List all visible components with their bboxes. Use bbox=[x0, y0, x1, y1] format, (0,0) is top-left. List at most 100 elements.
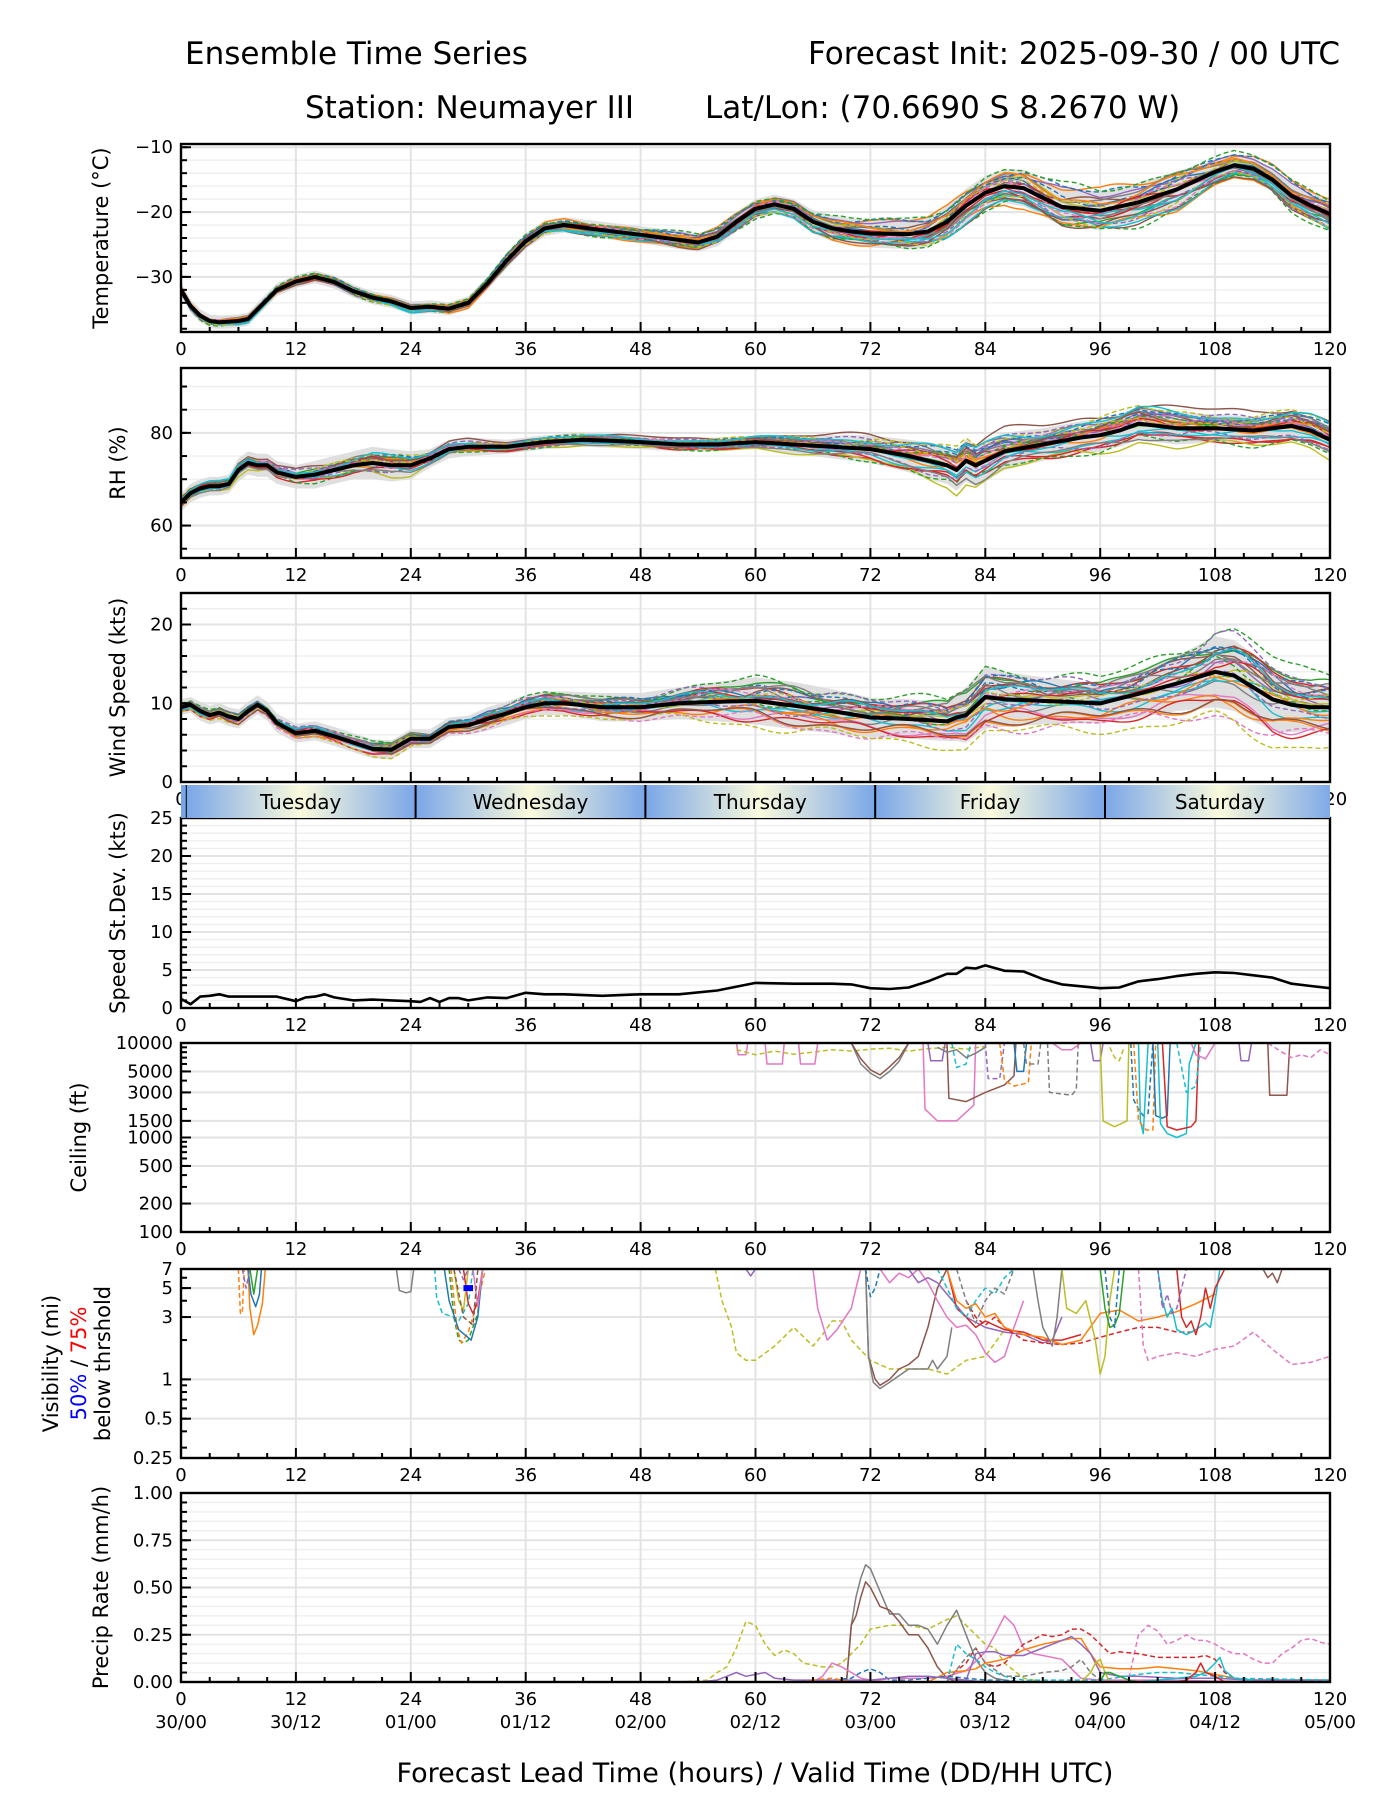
ensemble-member-line bbox=[864, 1269, 953, 1390]
ensemble-member-line bbox=[181, 707, 1330, 760]
ensemble-member-line bbox=[237, 1269, 245, 1315]
x-axis-label: Forecast Lead Time (hours) / Valid Time … bbox=[397, 1758, 1114, 1789]
x-tick-label: 12 bbox=[284, 1689, 307, 1710]
panel-wind-speed: 0122436486072849610812001020Wind Speed (… bbox=[106, 591, 1347, 810]
grid bbox=[180, 144, 1331, 332]
x-tick-label: 60 bbox=[744, 1689, 767, 1710]
ensemble-member-line bbox=[1099, 1269, 1125, 1329]
ensemble-member-line bbox=[1099, 1043, 1130, 1128]
y-axis-label: Temperature (°C) bbox=[89, 147, 113, 329]
day-label: Tuesday bbox=[259, 790, 342, 814]
x-tick-label: 96 bbox=[1089, 565, 1112, 586]
x-tick-label: 84 bbox=[974, 1239, 997, 1260]
ensemble-member-line bbox=[946, 1635, 1330, 1682]
x-tick-label: 108 bbox=[1198, 339, 1232, 360]
y-tick-label: 200 bbox=[139, 1194, 173, 1215]
ensemble-member-line bbox=[955, 1269, 1015, 1324]
x-tick-label: 120 bbox=[1313, 339, 1347, 360]
x-tick-label: 12 bbox=[284, 565, 307, 586]
ensemble-member-line bbox=[181, 149, 1330, 322]
ensemble-member-line bbox=[450, 1269, 487, 1344]
y-axis-label-sub: below thrshold bbox=[91, 1286, 115, 1441]
x-tick-label: 12 bbox=[284, 1465, 307, 1486]
valid-time-label: 05/00 bbox=[1304, 1712, 1356, 1733]
y-axis-label: RH (%) bbox=[106, 426, 130, 499]
x-tick-label: 60 bbox=[744, 565, 767, 586]
x-tick-label: 120 bbox=[1313, 565, 1347, 586]
ensemble-member-line bbox=[181, 411, 1330, 499]
ensemble-member-line bbox=[1190, 1043, 1216, 1060]
y-axis-ticks: 0 10 20 bbox=[150, 592, 191, 793]
valid-time-label: 30/12 bbox=[270, 1712, 322, 1733]
ensemble-member-line bbox=[764, 1043, 785, 1065]
y-tick-label: 0 bbox=[162, 772, 173, 793]
ensemble-member-line bbox=[1051, 1043, 1082, 1051]
x-tick-label: 48 bbox=[629, 1465, 652, 1486]
ensemble-member-line bbox=[845, 1581, 957, 1682]
y-tick-label: −30 bbox=[135, 267, 173, 288]
title-latlon: Lat/Lon: (70.6690 S 8.2670 W) bbox=[705, 90, 1180, 126]
ensemble-member-line bbox=[181, 660, 1330, 748]
y-tick-label: 20 bbox=[150, 846, 173, 867]
ensemble-member-line bbox=[1046, 1043, 1079, 1096]
y-tick-label: 20 bbox=[150, 615, 173, 636]
ensemble-member-line bbox=[1137, 1043, 1149, 1135]
ensemble-member-line bbox=[1137, 1269, 1330, 1366]
ensemble-member-line bbox=[998, 1043, 1033, 1087]
day-label: Saturday bbox=[1175, 790, 1265, 814]
ensemble-member-line bbox=[181, 416, 1330, 500]
x-tick-label: 60 bbox=[744, 1015, 767, 1036]
x-tick-label: 72 bbox=[859, 1239, 882, 1260]
y-tick-label: 500 bbox=[139, 1156, 173, 1177]
ensemble-member-line bbox=[1104, 1269, 1121, 1329]
ensemble-member-line bbox=[803, 1677, 852, 1682]
y-tick-label: 10 bbox=[150, 922, 173, 943]
x-axis-ticks: 0 12 24 36 48 60 72 84 96 108 120 bbox=[175, 548, 1347, 586]
x-tick-label: 120 bbox=[1313, 1239, 1347, 1260]
y-tick-label: 5000 bbox=[127, 1061, 173, 1082]
ensemble-member-line bbox=[812, 1269, 862, 1341]
valid-time-label: 02/00 bbox=[615, 1712, 667, 1733]
y-tick-label: 3000 bbox=[127, 1082, 173, 1103]
ensemble-member-line bbox=[181, 648, 1330, 747]
day-cell bbox=[645, 785, 876, 818]
x-tick-label: 108 bbox=[1198, 1465, 1232, 1486]
ensemble-member-line bbox=[181, 408, 1330, 499]
ensemble-member-line bbox=[181, 651, 1330, 747]
x-tick-label: 36 bbox=[514, 1689, 537, 1710]
x-tick-label: 108 bbox=[1198, 1239, 1232, 1260]
ensemble-member-line bbox=[1156, 1269, 1188, 1315]
x-tick-label: 0 bbox=[175, 339, 186, 360]
ensemble-member-line bbox=[845, 1564, 1024, 1682]
x-tick-label: 84 bbox=[974, 1465, 997, 1486]
y-tick-label: 25 bbox=[150, 808, 173, 829]
plot-area bbox=[181, 149, 1330, 329]
plot-area bbox=[181, 964, 1330, 1006]
y-tick-label: 0.25 bbox=[133, 1625, 173, 1646]
ensemble-member-line bbox=[1080, 1658, 1111, 1682]
day-label: Thursday bbox=[713, 790, 807, 814]
y-tick-label: 60 bbox=[150, 516, 173, 537]
x-tick-label: 60 bbox=[744, 1465, 767, 1486]
ensemble-member-line bbox=[1130, 1043, 1154, 1117]
x-tick-label: 120 bbox=[1313, 1015, 1347, 1036]
x-tick-label: 36 bbox=[514, 339, 537, 360]
ensemble-member-line bbox=[1267, 1043, 1291, 1096]
y-tick-label: 0.00 bbox=[133, 1672, 173, 1693]
plot-area bbox=[735, 1043, 1330, 1139]
ensemble-member-line bbox=[181, 628, 1330, 745]
day-cell-edge bbox=[181, 785, 186, 818]
ensemble-member-line bbox=[1156, 1043, 1197, 1139]
panel-rh: 0 12 24 36 48 60 72 84 96 108 120 60 80 RH (%) bbox=[106, 366, 1347, 586]
y-tick-label: 10000 bbox=[116, 1033, 173, 1054]
y-tick-label: 5 bbox=[162, 960, 173, 981]
ensemble-member-line bbox=[927, 1043, 946, 1062]
x-tick-label: 72 bbox=[859, 339, 882, 360]
ensemble-member-line bbox=[946, 1043, 1017, 1103]
ensemble-member-line bbox=[1109, 1046, 1125, 1062]
x-axis-ticks: 0 12 24 36 48 60 72 84 96 108 120 bbox=[175, 1448, 1347, 1486]
x-tick-label: 96 bbox=[1089, 1239, 1112, 1260]
